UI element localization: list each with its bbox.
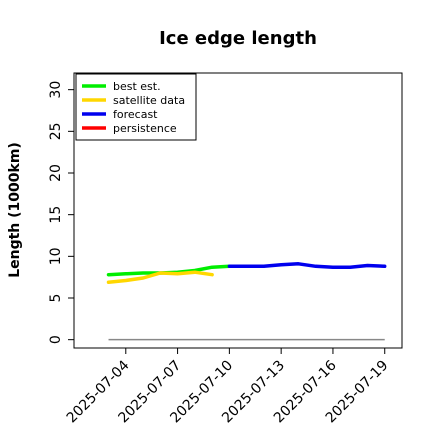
legend: best est.satellite dataforecastpersisten… [75, 73, 197, 141]
series-line-forecast [227, 262, 387, 269]
legend-label: satellite data [113, 94, 185, 107]
y-tick-label: 0 [48, 335, 64, 344]
series-layer [106, 262, 387, 284]
legend-label: persistence [113, 122, 177, 135]
y-tick-label: 5 [48, 294, 64, 303]
plot-frame [73, 72, 403, 349]
y-tick-label: 25 [48, 122, 64, 140]
y-tick-label: 20 [48, 164, 64, 182]
y-axis-label: Length (1000km) [7, 142, 23, 278]
y-tick-label: 30 [48, 81, 64, 99]
y-axis: 0 5 10 15 20 25 30 [48, 81, 74, 344]
x-axis: 2025-07-042025-07-072025-07-102025-07-13… [64, 348, 392, 426]
y-tick-label: 10 [48, 247, 64, 265]
series-line-satellite-data [106, 270, 214, 284]
legend-label: forecast [113, 108, 158, 121]
chart-title: Ice edge length [159, 28, 317, 49]
y-tick-label: 15 [48, 206, 64, 224]
legend-label: best est. [113, 80, 161, 93]
